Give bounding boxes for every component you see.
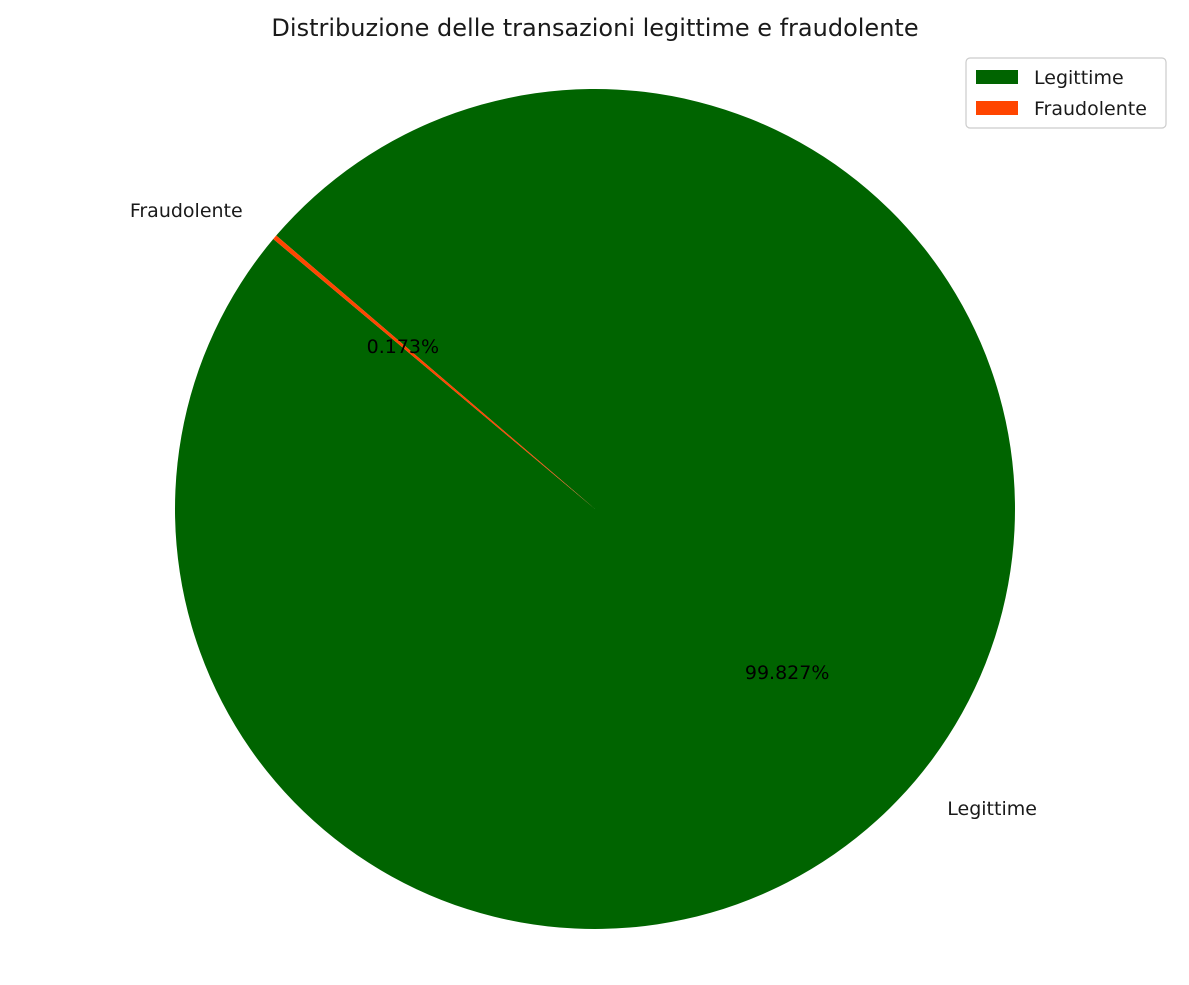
legend-swatch-legittime [976, 70, 1018, 84]
pie-slices [174, 89, 1015, 930]
chart-title: Distribuzione delle transazioni legittim… [271, 14, 918, 42]
legend-label-fraudolente: Fraudolente [1034, 98, 1147, 120]
slice-label-fraudolente: Fraudolente [130, 200, 243, 222]
slice-label-legittime: Legittime [947, 798, 1037, 820]
pie-slice-fraudolente [273, 235, 595, 509]
pie-percent-labels: 99.827% 0.173% [367, 336, 830, 684]
pie-slice-labels: Legittime Fraudolente [130, 200, 1037, 820]
pct-label-legittime: 99.827% [745, 662, 830, 684]
legend-label-legittime: Legittime [1034, 67, 1124, 89]
legend-swatch-fraudolente [976, 101, 1018, 115]
pie-slice-legittime [174, 89, 1015, 930]
legend: Legittime Fraudolente [965, 57, 1167, 129]
pct-label-fraudolente: 0.173% [367, 336, 439, 358]
